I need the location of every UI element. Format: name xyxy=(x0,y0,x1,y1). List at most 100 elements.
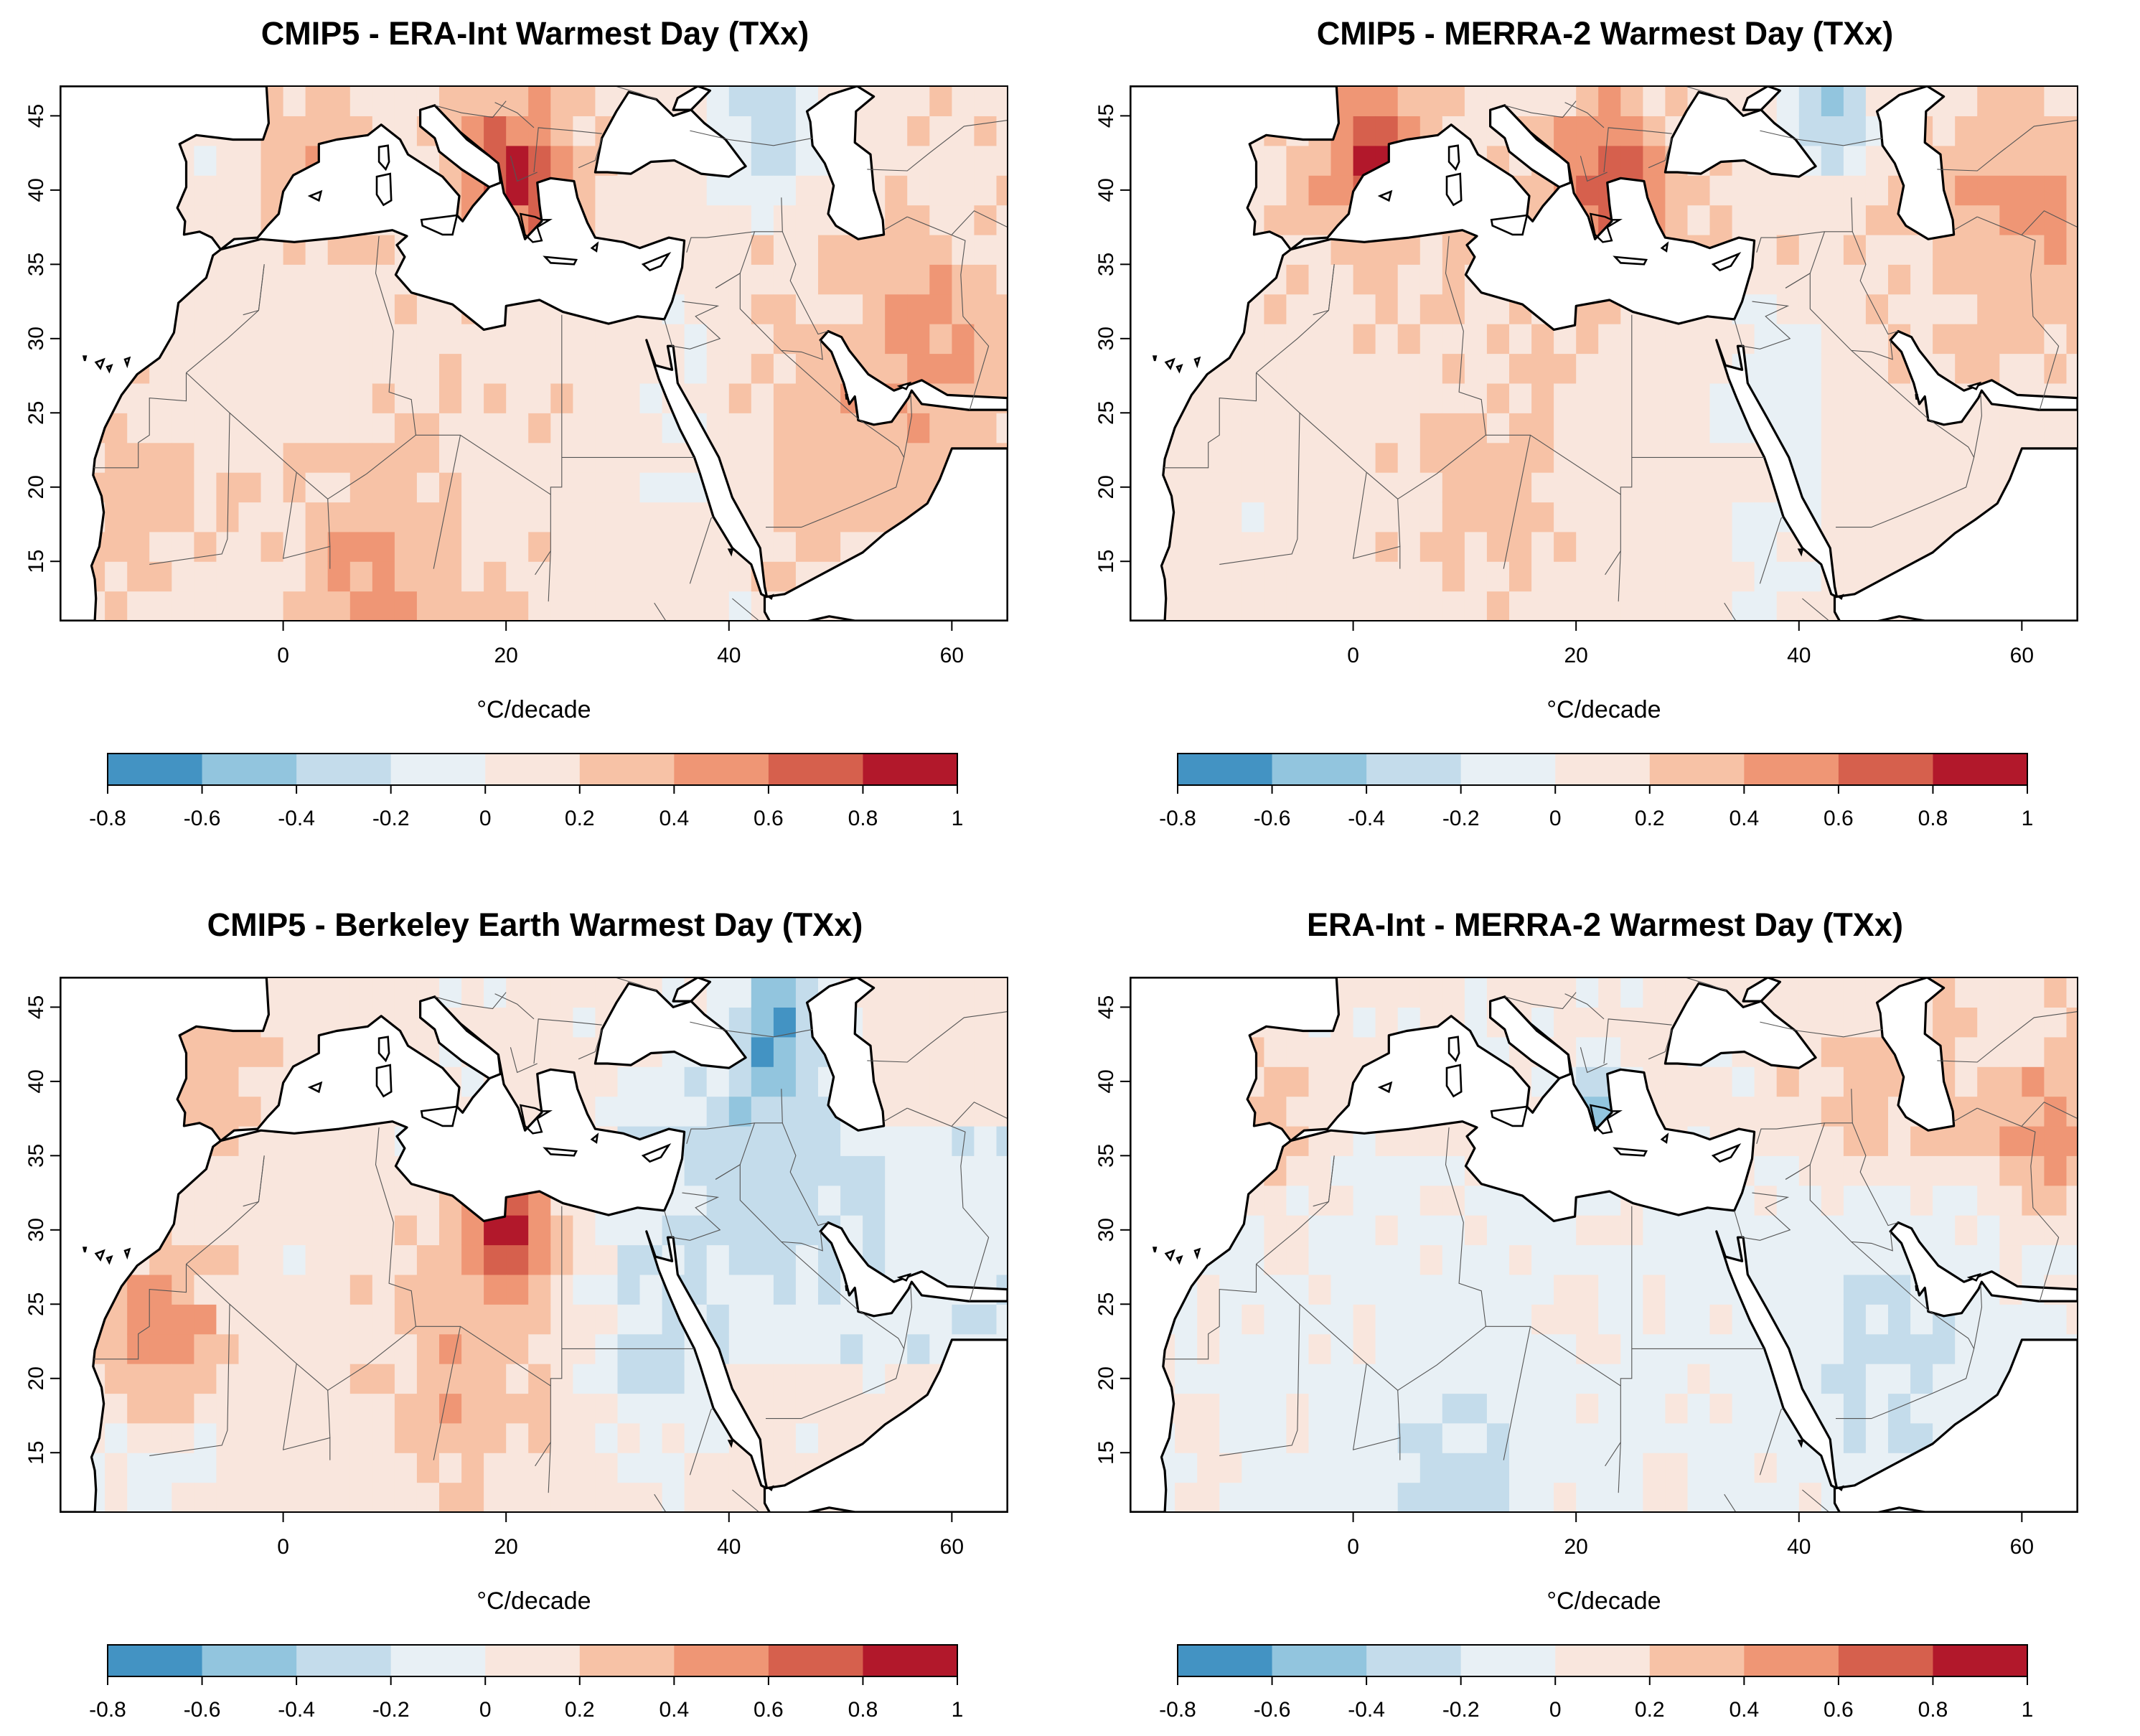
country-border xyxy=(1299,1303,1401,1438)
trend-cell xyxy=(1977,1304,2000,1335)
trend-cell xyxy=(372,1125,395,1156)
trend-cell xyxy=(1486,1364,1510,1394)
trend-cell xyxy=(1353,86,1376,116)
trend-cell xyxy=(863,1215,886,1246)
trend-cell xyxy=(305,1007,329,1038)
trend-cell xyxy=(550,531,573,562)
colorbar-tick-label: 1 xyxy=(952,807,964,830)
island-canary2 xyxy=(1175,1255,1183,1265)
trend-cell xyxy=(1197,1393,1220,1424)
trend-cell xyxy=(1464,1274,1488,1305)
trend-cell xyxy=(1843,1125,1867,1156)
trend-cell xyxy=(1865,353,1889,384)
trend-cell xyxy=(2022,234,2045,265)
x-tick-label: 20 xyxy=(494,1535,517,1559)
x-axis: 0 20 40 60 xyxy=(1347,1512,2034,1559)
trend-cell xyxy=(1464,442,1488,473)
trend-cell xyxy=(1754,1096,1778,1127)
island-sardinia xyxy=(375,1064,393,1098)
trend-cell xyxy=(1843,1096,1867,1127)
trend-cell xyxy=(662,1393,685,1424)
trend-cell xyxy=(506,1036,529,1067)
trend-cell xyxy=(550,1036,573,1067)
trend-cell xyxy=(1620,1007,1643,1038)
map-area xyxy=(1130,977,2078,1512)
trend-cell xyxy=(484,472,507,503)
trend-cell xyxy=(2044,175,2068,206)
trend-cell xyxy=(1419,1453,1443,1483)
trend-cell xyxy=(261,413,284,444)
trend-cell xyxy=(1464,472,1488,503)
trend-cell xyxy=(1197,502,1220,532)
trend-cell xyxy=(1576,175,1599,206)
trend-cell xyxy=(773,353,797,384)
trend-cell xyxy=(327,472,351,503)
trend-cell xyxy=(1576,1244,1599,1275)
trend-cell xyxy=(863,1155,886,1186)
island-corsica xyxy=(377,1036,390,1063)
trend-cell xyxy=(996,1066,1008,1097)
sea-aden xyxy=(1833,447,2078,621)
trend-cell xyxy=(1286,294,1310,324)
trend-cell xyxy=(1687,1274,1711,1305)
island-socotra_dot xyxy=(767,593,774,601)
trend-cell xyxy=(261,1185,284,1216)
trend-cell xyxy=(327,234,351,265)
trend-cell xyxy=(349,561,373,592)
trend-cell xyxy=(528,442,551,473)
trend-cell xyxy=(305,353,329,384)
country-borders xyxy=(93,86,1008,621)
trend-cell xyxy=(996,1304,1008,1335)
trend-cell xyxy=(974,1304,998,1335)
trend-cell xyxy=(172,561,194,592)
trend-cell xyxy=(372,472,395,503)
trend-cell xyxy=(461,531,484,562)
trend-cell xyxy=(1754,205,1778,235)
trend-cell xyxy=(1888,1155,1911,1186)
trend-cell xyxy=(216,1185,240,1216)
trend-cell xyxy=(907,86,930,116)
trend-cell xyxy=(416,1482,440,1512)
trend-cell xyxy=(1754,502,1778,532)
trend-cell xyxy=(1754,1185,1778,1216)
trend-cell xyxy=(439,1244,462,1275)
colorbar-swatch xyxy=(1555,754,1651,785)
trend-cell xyxy=(1865,1244,1889,1275)
trend-cell xyxy=(194,1333,217,1364)
trend-cell xyxy=(1999,324,2022,355)
trend-cell xyxy=(1442,1125,1465,1156)
trend-cell xyxy=(238,1364,262,1394)
trend-cell xyxy=(1687,175,1711,206)
trend-cell xyxy=(2066,1304,2078,1335)
country-border xyxy=(1759,1407,1784,1475)
trend-cell xyxy=(1419,442,1443,473)
trend-cell xyxy=(2044,1036,2068,1067)
island-corsica xyxy=(1447,1036,1460,1063)
coast-peloponnese xyxy=(1589,212,1623,243)
trend-cell xyxy=(2066,1125,2078,1156)
trend-cell xyxy=(1865,1155,1889,1186)
trend-cell xyxy=(1955,1185,1978,1216)
trend-cell xyxy=(1419,1333,1443,1364)
trend-cell xyxy=(1353,442,1376,473)
trend-cell xyxy=(1843,442,1867,473)
country-border xyxy=(243,1155,265,1207)
trend-cell xyxy=(2044,977,2068,1008)
trend-cell xyxy=(1598,561,1621,592)
trend-cell xyxy=(1331,145,1354,176)
trend-cell xyxy=(349,531,373,562)
trend-cell xyxy=(1464,294,1488,324)
trend-cell xyxy=(2044,294,2068,324)
trend-cell xyxy=(172,1274,194,1305)
trend-cell xyxy=(172,502,194,532)
trend-cell xyxy=(127,472,150,503)
island-rhodes xyxy=(1660,241,1669,253)
trend-cell xyxy=(305,1274,329,1305)
trend-cell xyxy=(1554,1482,1577,1512)
colorbar-tick-label: -0.4 xyxy=(1348,807,1385,830)
plot-frame xyxy=(1130,977,2078,1513)
trend-cell xyxy=(573,591,596,621)
trend-cell xyxy=(773,1036,797,1067)
island-mallorca xyxy=(1377,1081,1393,1094)
trend-cell xyxy=(2022,353,2045,384)
